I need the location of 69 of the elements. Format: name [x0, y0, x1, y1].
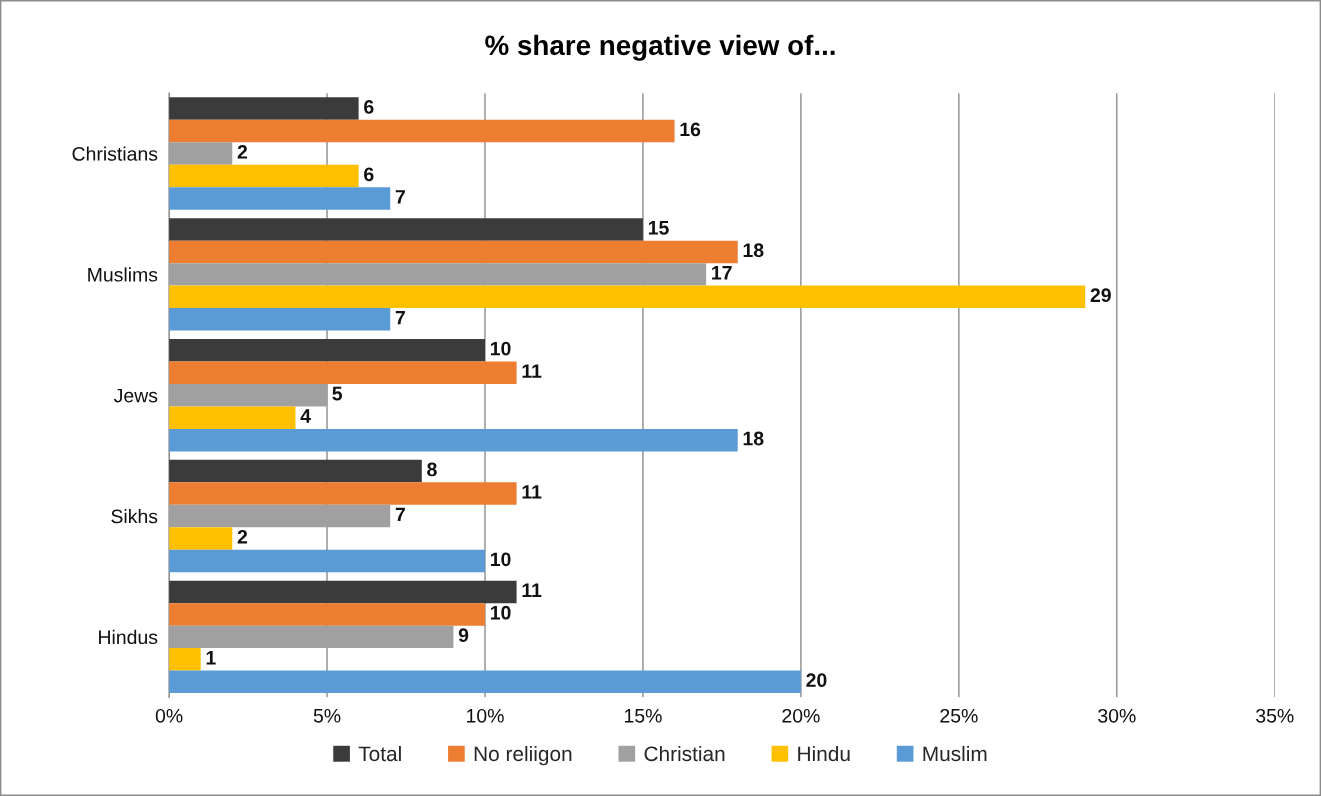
data-label: 18: [743, 431, 764, 446]
data-label: 10: [490, 341, 511, 356]
bar: [169, 549, 485, 573]
y-tick-label: Sikhs: [111, 509, 158, 524]
x-tick-label: 30%: [1098, 708, 1136, 723]
data-label: 9: [458, 628, 469, 643]
bar: [169, 308, 391, 331]
bar: [169, 187, 391, 210]
bar: [169, 285, 1086, 309]
y-tick-label: Hindus: [99, 629, 158, 645]
data-label: 6: [364, 100, 374, 114]
bar: [169, 164, 359, 188]
bar: [169, 218, 643, 241]
data-label: 5: [332, 386, 343, 401]
data-label: 2: [237, 529, 248, 544]
data-label: 7: [395, 190, 405, 204]
data-label: 20: [806, 673, 827, 688]
x-tick-label: 5%: [313, 709, 341, 723]
legend-label: Hindu: [798, 745, 850, 762]
x-tick-label: 10%: [467, 708, 504, 723]
data-label: 18: [743, 243, 764, 258]
data-label: 11: [522, 583, 542, 597]
data-label: 7: [395, 310, 405, 325]
data-label: 8: [427, 462, 437, 477]
bar: [169, 142, 233, 165]
data-label: 16: [680, 122, 701, 137]
x-tick-label: 0%: [155, 708, 183, 723]
bar: [169, 361, 517, 384]
bar: [169, 428, 738, 452]
y-tick-label: Jews: [113, 388, 158, 403]
data-label: 15: [648, 221, 669, 235]
y-tick-label: Christians: [72, 146, 158, 161]
bar: [169, 580, 517, 604]
data-label: 7: [395, 507, 405, 522]
bar: [169, 648, 201, 671]
x-tick-label: 20%: [782, 708, 820, 723]
chart-title: % share negative view of...: [485, 34, 835, 61]
bar: [169, 383, 328, 407]
data-label: 2: [237, 145, 248, 159]
data-label: 17: [712, 266, 732, 280]
data-label: 6: [364, 167, 374, 182]
legend-label: Total: [358, 745, 401, 762]
data-label: 11: [522, 485, 542, 499]
bar: [169, 339, 485, 362]
legend-label: Christian: [644, 745, 725, 762]
data-label: 10: [490, 552, 511, 567]
bar: [169, 527, 233, 550]
bar: [169, 119, 675, 143]
legend-label: Muslim: [923, 745, 987, 762]
data-label: 4: [300, 409, 311, 423]
legend-label: No reliigon: [474, 745, 572, 766]
data-label: 29: [1090, 288, 1111, 303]
y-tick-label: Muslims: [88, 267, 158, 282]
bar: [169, 670, 801, 694]
data-label: 10: [490, 605, 511, 620]
data-label: 11: [522, 364, 542, 378]
bar: [169, 482, 517, 505]
bar: [169, 406, 296, 429]
bar: [169, 603, 485, 626]
x-tick-label: 15%: [624, 709, 662, 723]
bar: [169, 625, 454, 649]
data-label: 1: [206, 651, 216, 665]
bar: [169, 459, 422, 483]
bar: [169, 263, 707, 286]
bar: [169, 504, 391, 528]
x-tick-label: 25%: [940, 708, 978, 723]
bar: [169, 240, 738, 264]
x-tick-label: 35%: [1256, 708, 1294, 723]
bar: [169, 97, 359, 120]
